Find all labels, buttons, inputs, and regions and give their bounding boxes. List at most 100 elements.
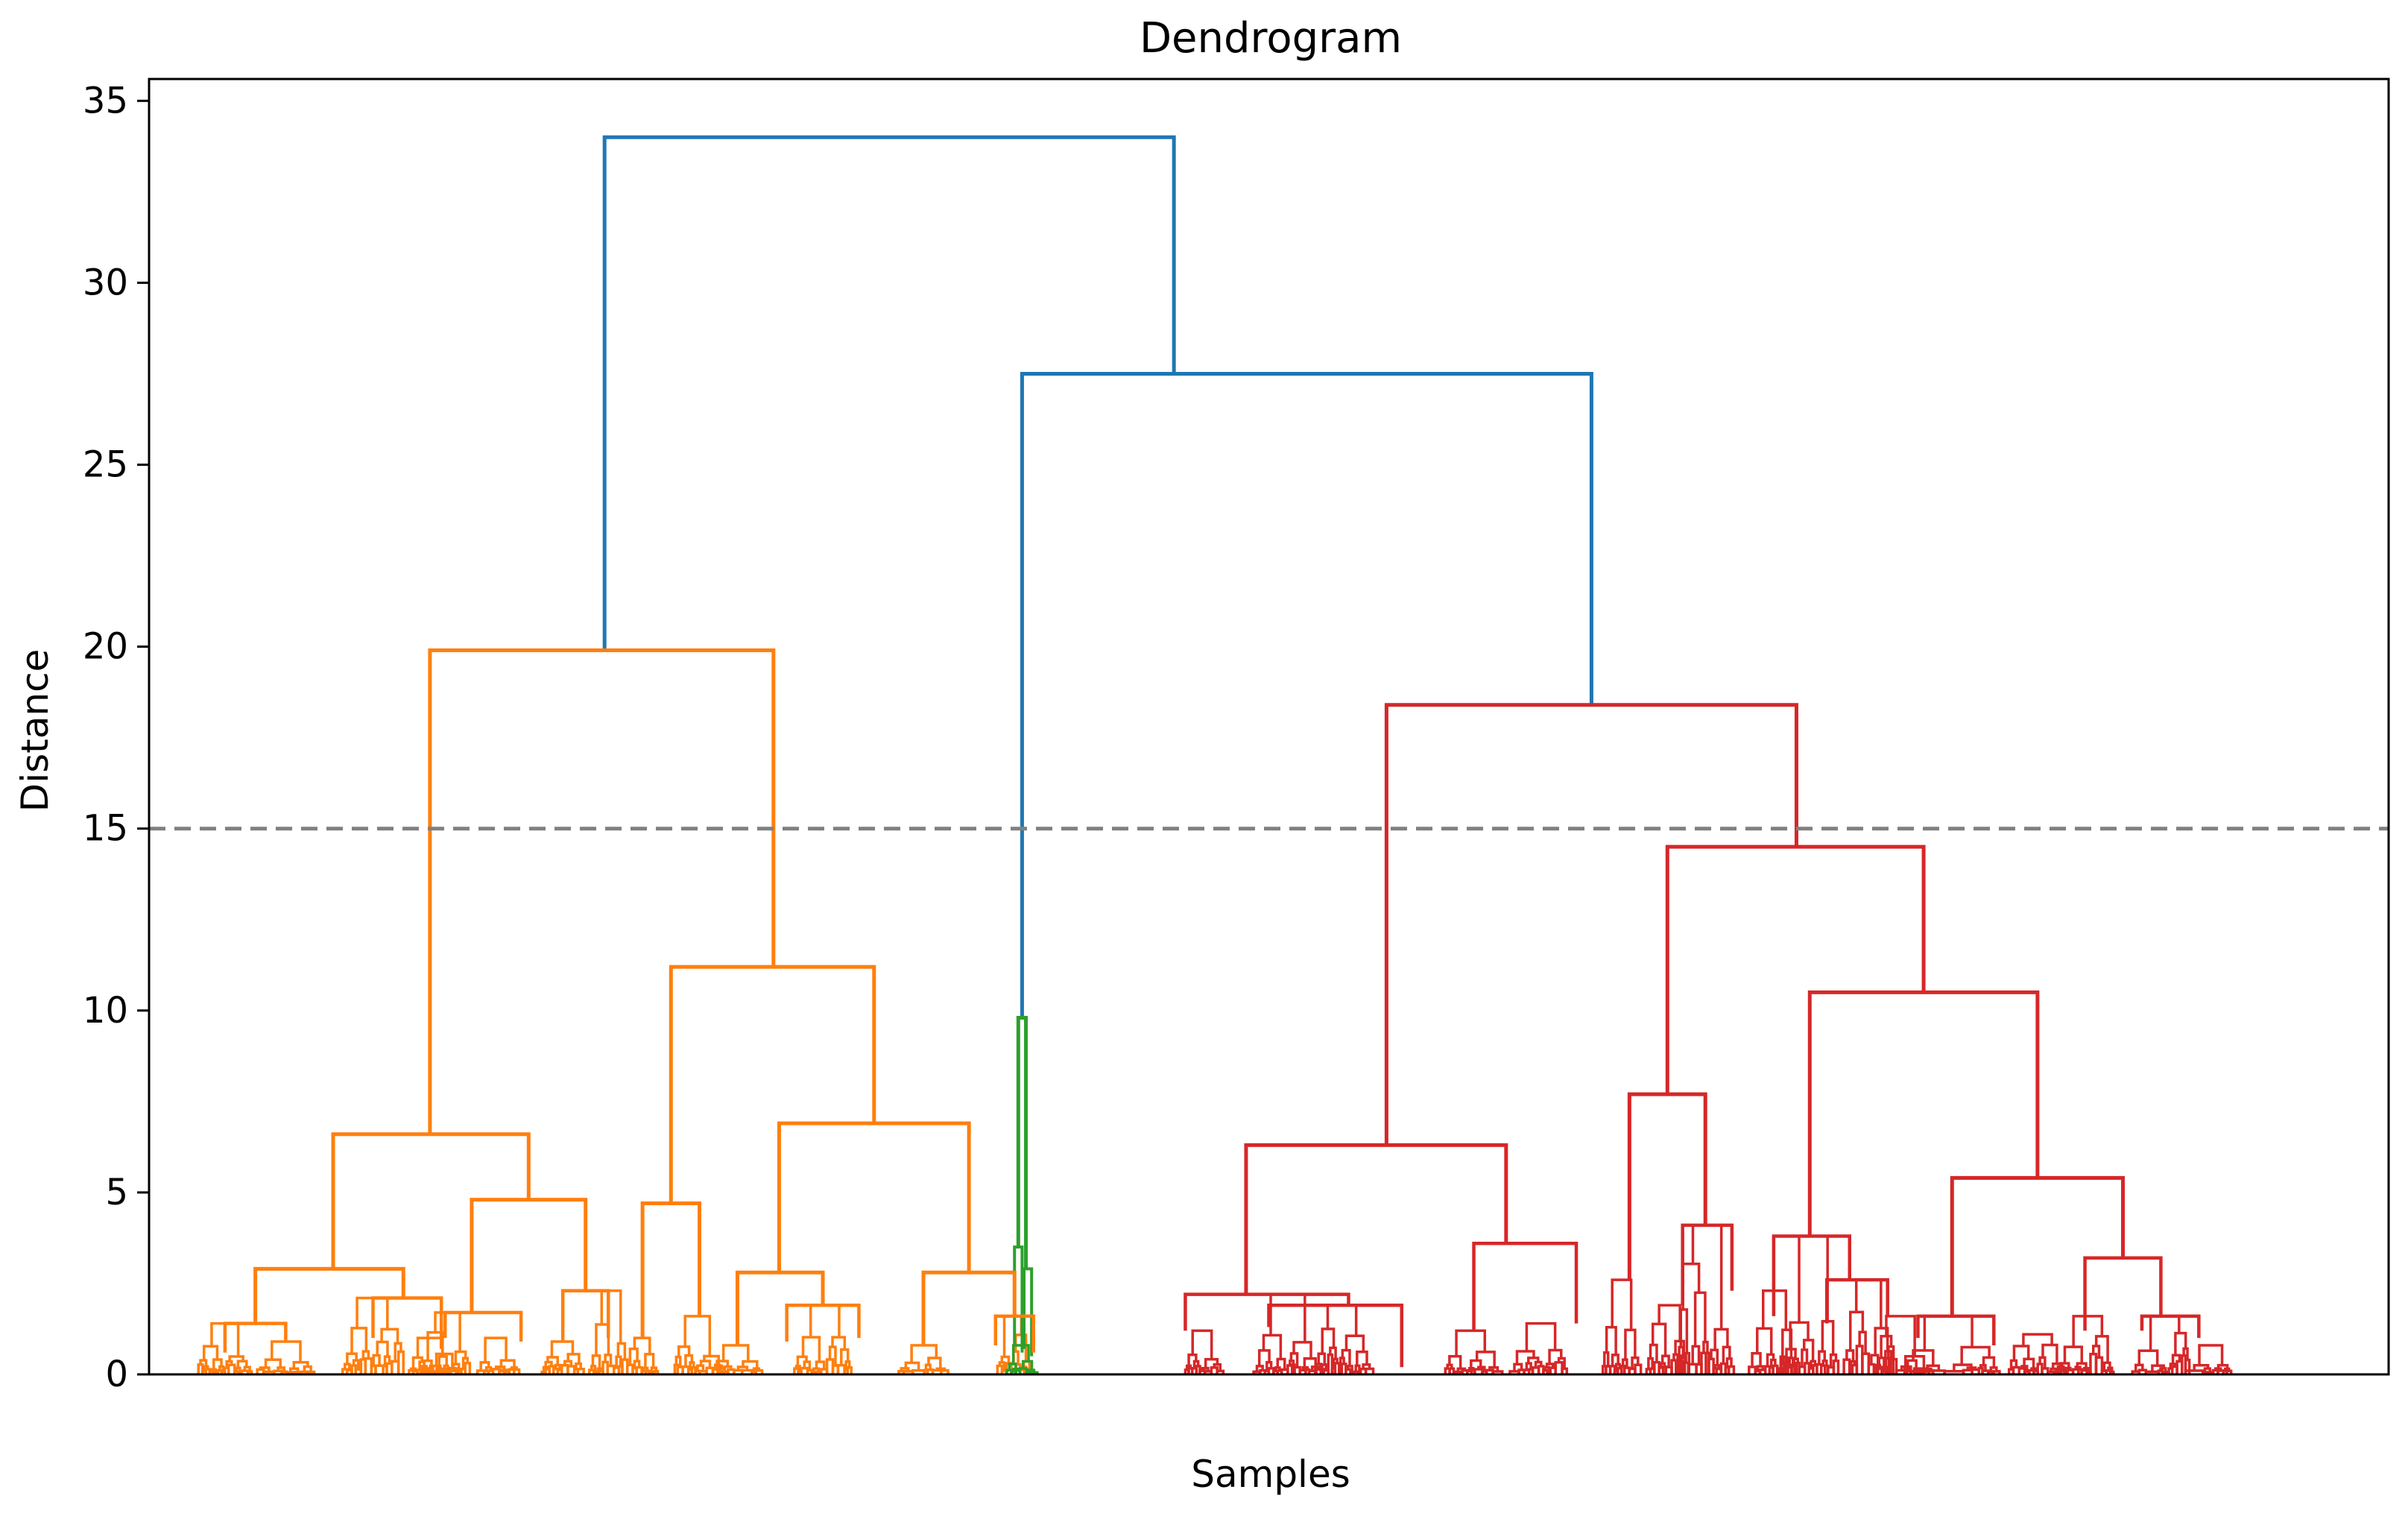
dendrogram-link: [1858, 1330, 1867, 1354]
dendrogram-link: [777, 1121, 971, 1273]
dendrogram-link: [1448, 1354, 1462, 1369]
dendrogram-link: [699, 1359, 712, 1368]
dendrogram-link: [1267, 1303, 1404, 1368]
dendrogram-link: [1982, 1356, 1996, 1368]
dendrogram-link: [1011, 1344, 1030, 1365]
dendrogram-link: [1912, 1349, 1935, 1366]
dendrogram-link: [1018, 1367, 1028, 1374]
dendrogram-link: [1916, 1314, 1996, 1345]
dendrogram-link: [840, 1348, 850, 1365]
dendrogram-link: [1204, 1357, 1219, 1368]
dendrogram-link: [2182, 1347, 2189, 1360]
dendrogram-link: [595, 1323, 610, 1356]
dendrogram-link: [628, 1347, 639, 1365]
dendrogram-link: [2108, 1370, 2115, 1374]
dendrogram-link: [1679, 1308, 1689, 1354]
dendrogram-link: [2094, 1356, 2104, 1374]
dendrogram-link: [669, 964, 876, 1204]
dendrogram-link: [1691, 1224, 1723, 1330]
dendrogram-link: [1475, 1351, 1496, 1368]
dendrogram-link: [1727, 1365, 1736, 1374]
dendrogram-link: [1798, 1234, 1829, 1323]
dendrogram-link: [228, 1355, 244, 1362]
dendrogram-link: [1889, 1357, 1898, 1374]
dendrogram-link: [2184, 1358, 2191, 1374]
dendrogram-link: [383, 1355, 391, 1366]
dendrogram-link: [1991, 1370, 2001, 1374]
dendrogram-link: [713, 1363, 721, 1371]
dendrogram-link: [723, 1365, 733, 1372]
dendrogram-link: [1807, 990, 2040, 1237]
dendrogram-link: [633, 1336, 651, 1354]
y-axis-label: Distance: [13, 649, 57, 812]
dendrogram-link: [243, 1365, 251, 1372]
dendrogram-link: [1877, 1356, 1886, 1369]
dendrogram-link: [809, 1304, 841, 1338]
dendrogram-link: [394, 1342, 402, 1362]
y-tick-label: 25: [83, 443, 128, 485]
dendrogram-link: [642, 1366, 649, 1371]
dendrogram-link: [904, 1361, 920, 1371]
dendrogram-link: [1022, 1267, 1034, 1356]
y-tick-label: 20: [83, 626, 128, 668]
dendrogram-link: [1187, 1354, 1198, 1366]
x-axis-label: Samples: [1191, 1453, 1350, 1496]
dendrogram-link: [1455, 1329, 1487, 1356]
dendrogram-link: [1769, 1358, 1777, 1368]
dendrogram-link: [2134, 1363, 2144, 1372]
dendrogram-link: [411, 1356, 423, 1369]
dendrogram-link: [1681, 1263, 1701, 1310]
dendrogram-link: [2094, 1335, 2109, 1363]
dendrogram-link: [470, 1198, 588, 1313]
dendrogram-link: [372, 1354, 381, 1366]
dendrogram-link: [1845, 1349, 1855, 1362]
dendrogram-link: [1681, 1223, 1734, 1306]
dendrogram-link: [2072, 1315, 2104, 1348]
dendrogram-link: [1691, 1345, 1701, 1365]
dendrogram-link: [1707, 1357, 1715, 1374]
dendrogram-link: [2038, 1356, 2047, 1369]
dendrogram-link: [560, 1289, 610, 1342]
dendrogram-link: [1713, 1364, 1721, 1369]
dendrogram-link: [927, 1356, 942, 1369]
dendrogram-link: [1276, 1357, 1286, 1370]
dendrogram-link: [1751, 1352, 1762, 1368]
dendrogram-link: [218, 1365, 225, 1372]
dendrogram-link: [1008, 1362, 1017, 1371]
dendrogram-link: [499, 1359, 516, 1368]
dendrogram-link: [1821, 1359, 1828, 1366]
dendrogram-link: [1356, 1350, 1368, 1366]
dendrogram-link: [1792, 1357, 1800, 1365]
dendrogram-link: [1926, 1364, 1941, 1371]
dendrogram-link: [236, 1359, 248, 1368]
dendrogram-link: [1020, 371, 1593, 1018]
dendrogram-link: [2076, 1362, 2088, 1368]
dendrogram-link: [1561, 1367, 1569, 1374]
dendrogram-link: [376, 1340, 389, 1357]
dendrogram-link: [1953, 1363, 1973, 1371]
dendrogram-link: [2203, 1367, 2212, 1373]
dendrogram-link: [203, 1365, 209, 1371]
dendrogram-link: [640, 1201, 702, 1339]
dendrogram-link: [921, 1271, 1017, 1345]
dendrogram-link: [1292, 1341, 1312, 1359]
dendrogram-link: [1611, 1354, 1619, 1366]
y-tick-label: 35: [83, 80, 128, 121]
dendrogram-link: [683, 1315, 712, 1356]
dendrogram-link: [998, 1361, 1006, 1371]
dendrogram-link: [684, 1354, 694, 1367]
dendrogram-link: [1678, 1345, 1685, 1363]
dendrogram-link: [434, 1352, 454, 1368]
dendrogram-link: [1989, 1366, 1998, 1372]
dendrogram-link: [689, 1361, 695, 1370]
dendrogram-link: [484, 1366, 493, 1371]
dendrogram-link: [554, 1363, 561, 1371]
dendrogram-link: [423, 1359, 433, 1370]
dendrogram-link: [924, 1363, 932, 1371]
dendrogram-link: [1339, 1356, 1345, 1370]
dendrogram-link: [600, 1289, 622, 1344]
dendrogram-link: [2091, 1345, 2101, 1358]
dendrogram-link: [1614, 1362, 1621, 1371]
dendrogram-link: [2083, 1256, 2163, 1331]
dendrogram-link: [253, 1266, 405, 1324]
